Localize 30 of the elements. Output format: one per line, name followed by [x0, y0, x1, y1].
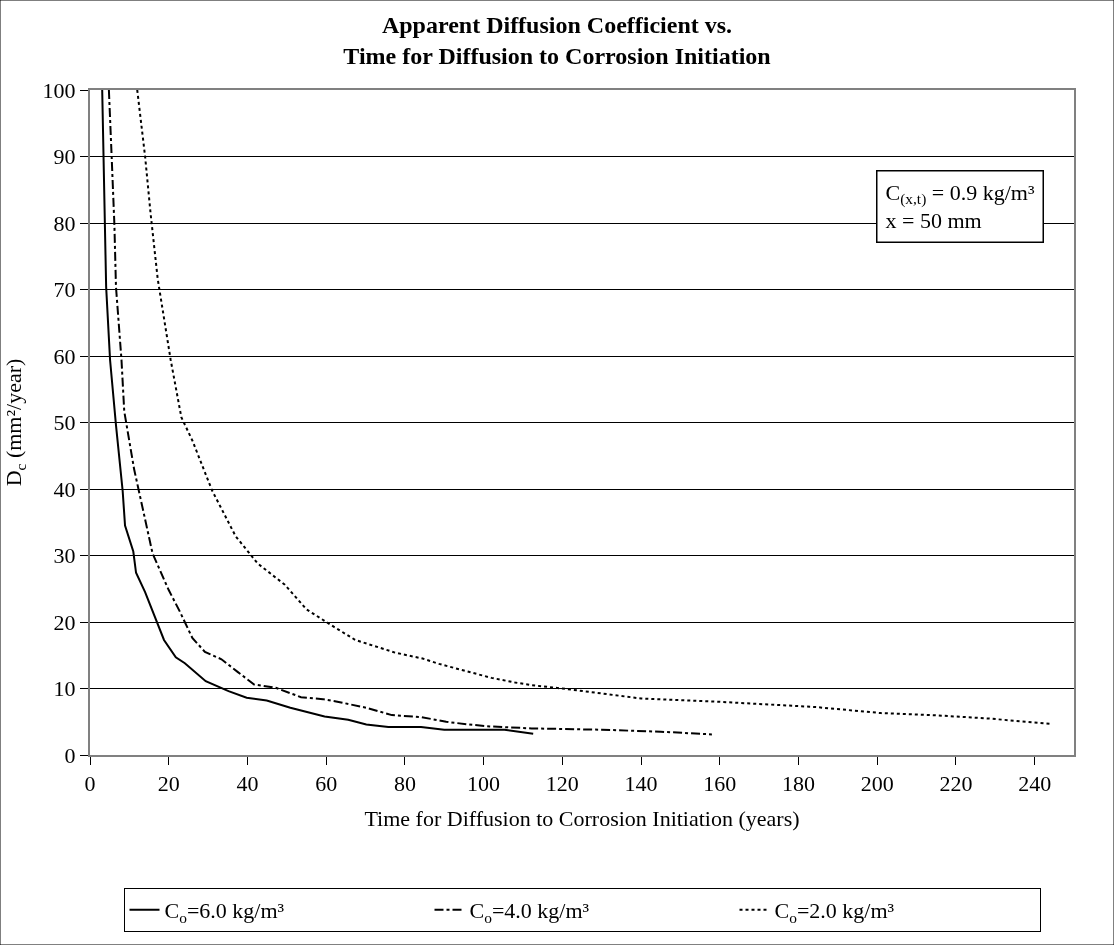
y-tick-label: 40: [53, 476, 76, 502]
legend-label: C$_{o}$=4.0 kg/m³: [469, 898, 590, 926]
x-tick-label: 120: [545, 771, 579, 797]
x-axis-title: Time for Diffusion to Corrosion Initiation (years): [364, 805, 800, 831]
legend-label: C$_{o}$=6.0 kg/m³: [164, 898, 285, 926]
x-tick-label: 140: [624, 771, 658, 797]
y-tick-label: 80: [53, 210, 76, 236]
x-tick-label: 100: [467, 771, 501, 797]
x-tick-label: 180: [781, 771, 815, 797]
y-tick-label: 20: [53, 609, 76, 635]
y-tick-label: 50: [53, 410, 76, 436]
annotation: C$_{(x,t)}$ = 0.9 kg/m³ x = 50 mm: [885, 179, 1035, 234]
x-tick-label: 80: [393, 771, 416, 797]
legend-label: C$_{o}$=2.0 kg/m³: [774, 898, 895, 926]
x-tick-label: 0: [84, 771, 96, 797]
x-tick-label: 240: [1018, 771, 1052, 797]
y-tick-label: 10: [53, 676, 76, 702]
chart-title: Apparent Diffusion Coefficient vs. Time for Diffusion to Corrosion Initiation: [343, 12, 771, 70]
y-tick-label: 0: [64, 742, 76, 768]
x-tick-label: 20: [157, 771, 180, 797]
y-tick-label: 70: [53, 277, 76, 303]
y-tick-label: 30: [53, 543, 76, 569]
y-tick-label: 100: [42, 77, 76, 103]
x-tick-label: 220: [939, 771, 973, 797]
x-tick-label: 40: [236, 771, 259, 797]
x-tick-label: 160: [703, 771, 737, 797]
y-tick-label: 90: [53, 144, 76, 170]
x-tick-label: 60: [315, 771, 338, 797]
y-tick-label: 60: [53, 343, 76, 369]
x-tick-label: 200: [860, 771, 894, 797]
